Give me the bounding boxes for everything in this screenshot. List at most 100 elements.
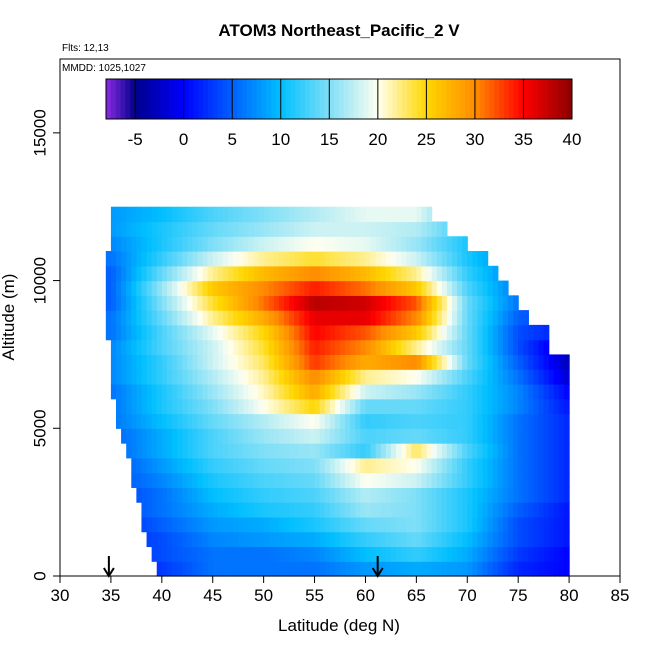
heatmap-cell	[222, 472, 229, 488]
heatmap-cell	[217, 221, 224, 237]
heatmap-cell	[350, 413, 356, 429]
heatmap-cell	[192, 339, 199, 356]
heatmap-cell	[401, 265, 407, 282]
heatmap-cell	[161, 457, 168, 474]
heatmap-cell	[314, 472, 321, 488]
heatmap-cell	[482, 428, 489, 444]
heatmap-cell	[543, 487, 550, 503]
heatmap-cell	[228, 295, 234, 311]
heatmap-cell	[441, 369, 448, 385]
heatmap-cell	[446, 428, 453, 444]
heatmap-cell	[406, 443, 412, 459]
heatmap-cell	[502, 354, 509, 370]
heatmap-cell	[156, 354, 163, 370]
heatmap-cell	[518, 443, 524, 459]
heatmap-cell	[396, 398, 402, 415]
heatmap-cell	[304, 354, 311, 370]
heatmap-cell	[452, 457, 458, 474]
heatmap-cell	[375, 369, 382, 385]
heatmap-cell	[278, 413, 285, 429]
heatmap-cell	[309, 561, 316, 577]
heatmap-cell	[518, 546, 524, 562]
heatmap-cell	[523, 531, 529, 548]
heatmap-cell	[192, 457, 199, 474]
heatmap-cell	[497, 472, 504, 488]
heatmap-cell	[457, 457, 463, 474]
heatmap-cell	[299, 265, 305, 282]
heatmap-cell	[207, 324, 214, 341]
heatmap-cell	[253, 310, 260, 326]
heatmap-cell	[416, 443, 423, 459]
heatmap-cell	[370, 295, 377, 311]
heatmap-cell	[502, 531, 509, 548]
heatmap-cell	[172, 443, 178, 459]
heatmap-cell	[457, 251, 463, 267]
heatmap-cell	[294, 295, 300, 311]
heatmap-cell	[126, 295, 132, 311]
heatmap-cell	[126, 354, 132, 370]
heatmap-cell	[497, 280, 504, 296]
heatmap-cell	[543, 546, 550, 562]
heatmap-cell	[141, 295, 148, 311]
heatmap-cell	[426, 339, 433, 356]
heatmap-cell	[248, 516, 255, 533]
heatmap-cell	[365, 546, 372, 562]
heatmap-cell	[340, 354, 346, 370]
heatmap-cell	[131, 310, 137, 326]
heatmap-cell	[146, 531, 153, 548]
heatmap-cell	[182, 339, 188, 356]
heatmap-cell	[462, 531, 468, 548]
heatmap-cell	[487, 354, 494, 370]
colorbar-segment	[222, 79, 228, 119]
heatmap-cell	[548, 546, 555, 562]
heatmap-cell	[161, 310, 168, 326]
heatmap-cell	[187, 443, 193, 459]
heatmap-cell	[304, 487, 311, 503]
heatmap-cell	[497, 398, 504, 415]
heatmap-cell	[319, 206, 326, 223]
heatmap-cell	[350, 502, 356, 518]
heatmap-cell	[375, 546, 382, 562]
heatmap-cell	[222, 236, 229, 252]
heatmap-cell	[360, 280, 367, 296]
heatmap-cell	[182, 206, 188, 223]
heatmap-cell	[126, 280, 132, 296]
heatmap-cell	[121, 265, 127, 282]
heatmap-cell	[233, 546, 239, 562]
heatmap-cell	[426, 398, 433, 415]
heatmap-cell	[136, 354, 143, 370]
heatmap-cell	[131, 265, 137, 282]
heatmap-cell	[502, 324, 509, 341]
heatmap-cell	[299, 561, 305, 577]
heatmap-cell	[467, 339, 473, 356]
heatmap-cell	[401, 561, 407, 577]
heatmap-cell	[172, 502, 178, 518]
heatmap-cell	[365, 369, 372, 385]
heatmap-cell	[360, 310, 367, 326]
heatmap-cell	[390, 502, 397, 518]
colorbar-segment	[474, 79, 481, 119]
heatmap-cell	[207, 516, 214, 533]
heatmap-cell	[309, 428, 316, 444]
heatmap-cell	[172, 398, 178, 415]
heatmap-cell	[172, 369, 178, 385]
heatmap-cell	[467, 472, 473, 488]
heatmap-cell	[365, 310, 372, 326]
heatmap-cell	[309, 516, 316, 533]
heatmap-cell	[390, 354, 397, 370]
heatmap-cell	[487, 369, 494, 385]
heatmap-cell	[299, 546, 305, 562]
heatmap-cell	[182, 398, 188, 415]
heatmap-cell	[304, 206, 311, 223]
heatmap-cell	[385, 457, 392, 474]
heatmap-cell	[217, 443, 224, 459]
heatmap-cell	[197, 472, 204, 488]
heatmap-cell	[289, 561, 295, 577]
heatmap-cell	[202, 472, 209, 488]
heatmap-cell	[411, 531, 417, 548]
heatmap-cell	[477, 516, 484, 533]
y-tick-label: 5000	[30, 409, 49, 447]
heatmap-cell	[207, 369, 214, 385]
heatmap-cell	[401, 206, 407, 223]
heatmap-cell	[324, 443, 331, 459]
